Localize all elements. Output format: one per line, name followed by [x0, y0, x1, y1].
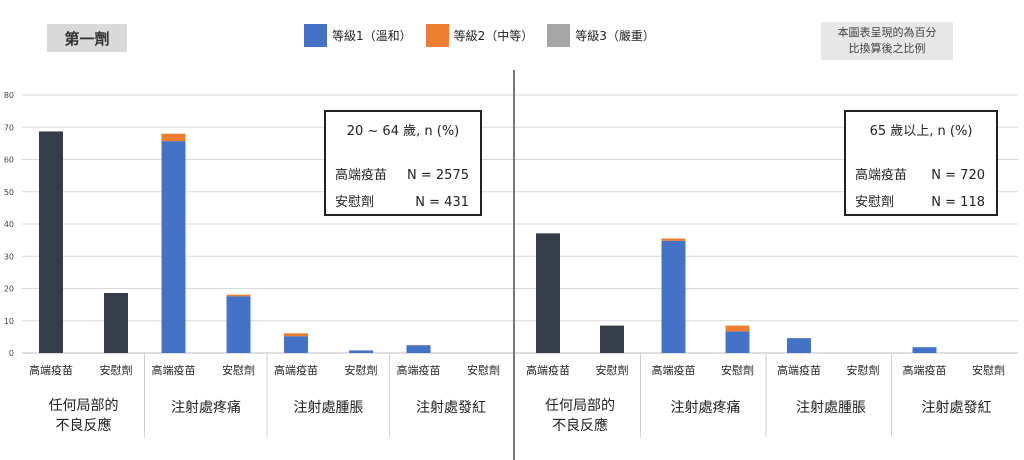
bar-segment-grade1: [912, 347, 937, 353]
info-box-group-name: 高端疫苗: [335, 167, 387, 183]
group-label: 不良反應: [552, 417, 608, 434]
y-tick-label: 10: [4, 317, 14, 326]
bar-segment-grade1: [787, 338, 811, 353]
info-box-group-name: 安慰劑: [335, 194, 374, 210]
legend: 等級1（溫和） 等級2（中等） 等級3（嚴重）: [304, 24, 655, 47]
bar-total: [39, 131, 63, 353]
bar-category-label: 高端疫苗: [397, 363, 441, 377]
bar-category-label: 安慰劑: [972, 363, 1005, 377]
info-box-sample-size: N = 720: [931, 168, 985, 183]
bar-category-label: 安慰劑: [345, 363, 378, 377]
bar-category-label: 安慰劑: [721, 363, 754, 377]
bar-total: [600, 325, 624, 353]
note-line-1: 本圖表呈現的為百分: [837, 26, 937, 39]
y-tick-label: 60: [4, 156, 14, 165]
bar-segment-grade2: [661, 238, 686, 241]
bar-category-label: 高端疫苗: [152, 363, 196, 377]
bar-segment-grade1: [725, 331, 750, 353]
bar-category-label: 高端疫苗: [29, 363, 73, 377]
group-label: 任何局部的: [49, 398, 119, 414]
y-tick-label: 80: [4, 91, 14, 100]
bar-segment-grade1: [284, 336, 308, 353]
bar-category-label: 高端疫苗: [777, 363, 821, 377]
bar-category-label: 安慰劑: [222, 363, 255, 377]
legend-label-grade1: 等級1（溫和）: [332, 29, 412, 43]
bar-category-label: 高端疫苗: [903, 363, 947, 377]
y-tick-label: 20: [4, 285, 14, 294]
percentage-note: 本圖表呈現的為百分 比換算後之比例: [821, 22, 953, 60]
y-tick-label: 70: [4, 123, 14, 132]
bar-segment-grade2: [226, 294, 251, 297]
legend-swatch-grade3: [547, 24, 571, 47]
legend-item-grade3: 等級3（嚴重）: [547, 24, 655, 47]
group-label: 注射處疼痛: [671, 399, 741, 416]
group-label: 注射處腫脹: [796, 400, 866, 416]
bar-total: [536, 233, 560, 353]
info-box-group-name: 安慰劑: [855, 194, 894, 210]
info-box-group-name: 高端疫苗: [855, 167, 907, 183]
info-box-sample-size: N = 118: [931, 195, 985, 210]
note-line-2: 比換算後之比例: [848, 42, 926, 55]
bar-segment-grade1: [161, 141, 186, 353]
y-tick-label: 0: [9, 349, 14, 358]
group-label: 注射處發紅: [922, 400, 992, 416]
group-label: 注射處疼痛: [171, 399, 241, 416]
legend-item-grade2: 等級2（中等）: [425, 24, 534, 47]
group-label: 注射處發紅: [416, 400, 486, 416]
dose-label: 第一劑: [47, 24, 127, 52]
info-box-sample-size: N = 431: [415, 195, 469, 210]
legend-label-grade3: 等級3（嚴重）: [575, 29, 655, 43]
bar-segment-grade1: [406, 345, 431, 353]
legend-label-grade2: 等級2（中等）: [453, 29, 534, 43]
info-box-sample-size: N = 2575: [407, 168, 469, 183]
group-label: 不良反應: [56, 417, 112, 434]
info-box-title: 20 ~ 64 歲, n (%): [347, 124, 460, 139]
group-label: 注射處腫脹: [294, 400, 364, 416]
bar-category-label: 高端疫苗: [652, 363, 696, 377]
bar-total: [104, 293, 128, 353]
info-box: [844, 110, 998, 216]
bar-category-label: 高端疫苗: [526, 363, 570, 377]
bar-category-label: 安慰劑: [100, 363, 133, 377]
bar-segment-grade2: [161, 133, 186, 142]
y-tick-label: 50: [4, 188, 14, 197]
bar-segment-grade2: [725, 325, 750, 332]
bar-category-label: 安慰劑: [467, 363, 500, 377]
legend-item-grade1: 等級1（溫和）: [304, 24, 412, 47]
group-label: 任何局部的: [545, 398, 615, 414]
info-box-title: 65 歲以上, n (%): [870, 124, 973, 139]
bar-segment-grade2: [284, 333, 308, 337]
legend-swatch-grade1: [304, 24, 327, 47]
bar-segment-grade1: [226, 296, 251, 353]
bar-category-label: 安慰劑: [847, 363, 880, 377]
bar-segment-grade1: [661, 240, 686, 353]
bar-segment-grade1: [349, 350, 373, 353]
y-tick-label: 30: [4, 252, 14, 261]
bar-category-label: 安慰劑: [596, 363, 629, 377]
info-box: [324, 110, 482, 216]
bar-category-label: 高端疫苗: [274, 363, 318, 377]
y-tick-label: 40: [4, 220, 14, 229]
legend-swatch-grade2: [425, 24, 449, 47]
